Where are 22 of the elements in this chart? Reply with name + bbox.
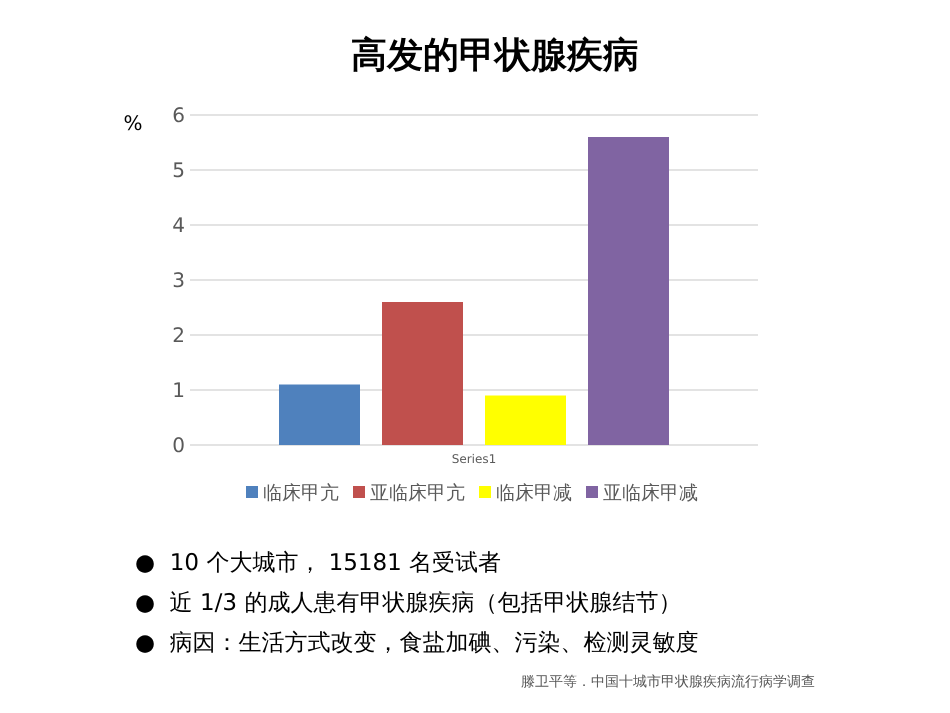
y-tick-label: 2 xyxy=(172,323,185,347)
text: ● 病因：生活方式改变，食盐加碘、污染、检测灵敏度 xyxy=(135,629,699,658)
bar xyxy=(588,137,669,445)
y-tick-label: 6 xyxy=(172,103,185,127)
text: ● 近 1/3 的成人患有甲状腺疾病（包括甲状腺结节） xyxy=(135,589,682,618)
x-tick-label: Series1 xyxy=(452,452,496,466)
text: ● 10 个大城市， 15181 名受试者 xyxy=(135,549,502,578)
bar xyxy=(382,302,463,445)
bar xyxy=(485,396,566,445)
legend-label: 亚临床甲亢 xyxy=(370,482,465,504)
y-tick-label: 5 xyxy=(172,158,185,182)
text: 滕卫平等．中国十城市甲状腺疾病流行病学调查 xyxy=(521,673,815,691)
y-tick-label: 3 xyxy=(172,268,185,292)
y-tick-label: 4 xyxy=(172,213,185,237)
y-tick-label: 0 xyxy=(172,433,185,457)
bar xyxy=(279,384,360,445)
legend-label: 临床甲减 xyxy=(496,482,572,504)
chart-title: 高发的甲状腺疾病 xyxy=(351,35,639,76)
y-tick-label: 1 xyxy=(172,378,185,402)
y-axis-title: % xyxy=(123,111,143,135)
legend-label: 亚临床甲减 xyxy=(603,482,698,504)
legend-label: 临床甲亢 xyxy=(263,482,339,504)
